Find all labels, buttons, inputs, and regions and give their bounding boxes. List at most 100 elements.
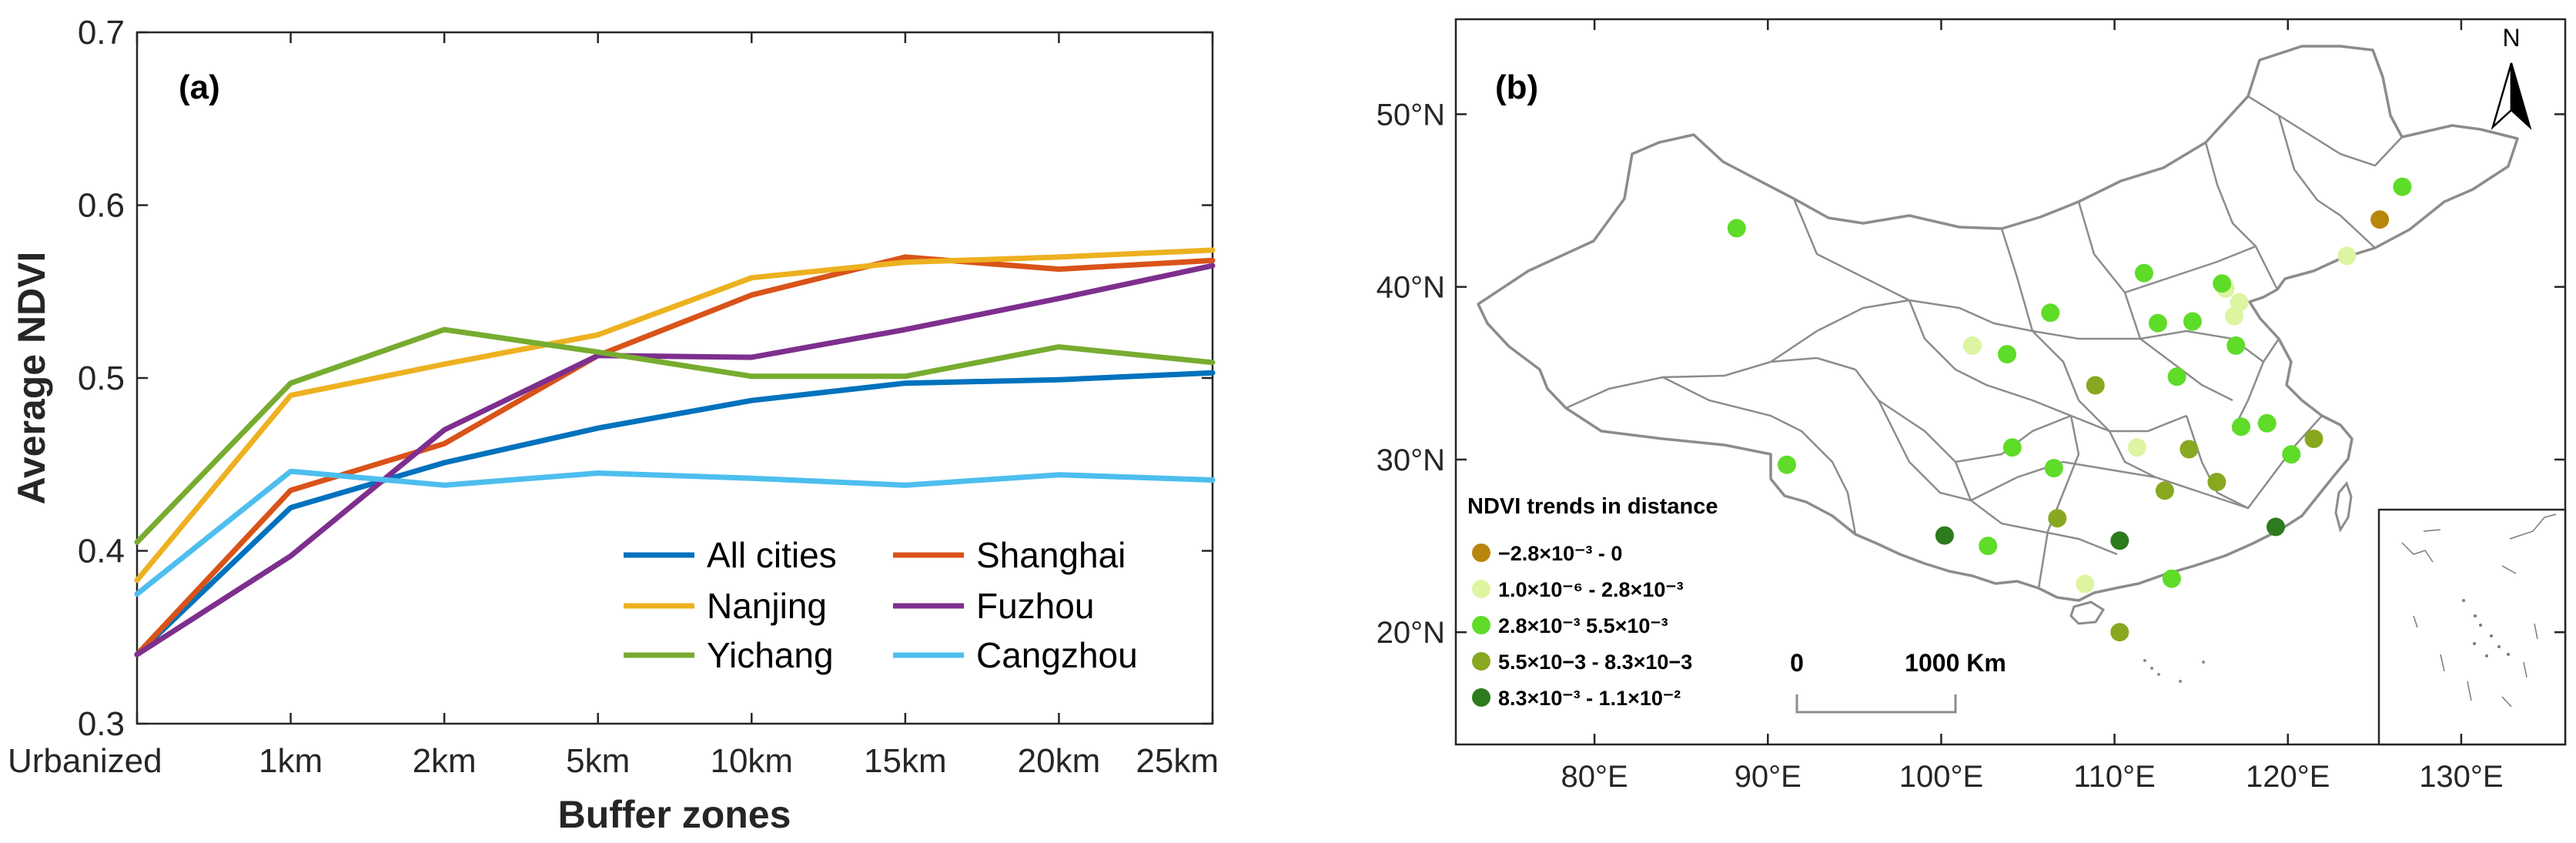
city-point xyxy=(2180,440,2199,459)
city-point xyxy=(2230,293,2249,312)
taiwan-outline xyxy=(2334,481,2353,533)
lon-tick-label: 80°E xyxy=(1561,760,1628,794)
scale-bar-end-label: 1000 Km xyxy=(1905,649,2006,677)
series-line-yichang xyxy=(134,326,1216,545)
legend-label: Shanghai xyxy=(976,535,1126,575)
legend-marker xyxy=(1472,544,1490,562)
city-point xyxy=(2226,336,2246,355)
x-tick-label: 1km xyxy=(259,742,323,780)
lat-tick-label: 40°N xyxy=(1377,271,1445,305)
lat-tick-label: 30°N xyxy=(1377,443,1445,477)
city-point xyxy=(2393,177,2412,196)
legend-label: Fuzhou xyxy=(976,586,1094,626)
panel-b-legend: NDVI trends in distance −2.8×10⁻³ - 0 1.0… xyxy=(1467,494,1718,710)
x-tick-label: 5km xyxy=(566,742,630,780)
lon-tick-label: 120°E xyxy=(2246,760,2330,794)
city-point xyxy=(2304,430,2323,448)
legend-label: 1.0×10⁻⁶ - 2.8×10⁻³ xyxy=(1498,578,1684,601)
y-tick-label: 0.6 xyxy=(78,187,125,225)
x-tick-label: 10km xyxy=(710,742,793,780)
north-arrow: N xyxy=(2491,24,2532,130)
city-point xyxy=(2076,574,2095,594)
scale-bar: 0 1000 Km xyxy=(1790,649,2006,714)
city-point xyxy=(2337,246,2357,266)
city-point xyxy=(2167,367,2186,386)
coastal-islands xyxy=(2143,659,2205,683)
city-point xyxy=(2086,376,2105,395)
panel-a-legend: All cities Shanghai Nanjing Fuzhou Yichang Ca… xyxy=(624,535,1138,675)
city-point xyxy=(2370,210,2390,229)
city-point xyxy=(1963,336,1982,355)
panel-b-map: 80°E 90°E 100°E 110°E 120°E 130°E 20°N 30°N 40°N… xyxy=(1377,18,2567,794)
series-line-fuzhou xyxy=(134,263,1216,657)
city-point xyxy=(1979,537,1998,556)
x-tick-label: 15km xyxy=(864,742,947,780)
series-line-shanghai xyxy=(134,254,1216,657)
panel-b-axes: 80°E 90°E 100°E 110°E 120°E 130°E 20°N 30°N 40°N… xyxy=(1377,19,2565,794)
city-point xyxy=(2134,263,2153,283)
panel-a-y-axis: 0.3 0.4 0.5 0.6 0.7 xyxy=(78,14,1213,743)
panel-a-ylabel: Average NDVI xyxy=(10,252,53,505)
legend-label: −2.8×10⁻³ - 0 xyxy=(1498,542,1622,565)
lon-tick-label: 110°E xyxy=(2073,760,2155,794)
y-tick-label: 0.3 xyxy=(78,705,125,743)
panel-b-legend-title: NDVI trends in distance xyxy=(1467,494,1718,519)
city-point xyxy=(2183,312,2202,331)
series-line-cangzhou xyxy=(134,468,1216,597)
panel-a-line-chart: 0.3 0.4 0.5 0.6 0.7 Urbanized 1km 2km 5km 10km 15… xyxy=(8,14,1219,836)
lat-tick-label: 20°N xyxy=(1377,616,1445,650)
city-point xyxy=(2267,517,2285,537)
legend-label: 5.5×10−3 - 8.3×10−3 xyxy=(1498,651,1692,674)
city-point xyxy=(2207,473,2226,492)
legend-marker xyxy=(1472,616,1490,634)
lon-tick-label: 90°E xyxy=(1735,760,1802,794)
lon-tick-label: 130°E xyxy=(2419,760,2503,794)
y-tick-label: 0.4 xyxy=(78,533,125,570)
city-point xyxy=(2048,509,2067,528)
city-point xyxy=(2041,303,2060,323)
lon-tick-label: 100°E xyxy=(1899,760,1983,794)
legend-label: All cities xyxy=(707,535,837,575)
panel-a-xlabel: Buffer zones xyxy=(558,793,791,836)
x-tick-label: 25km xyxy=(1136,742,1219,780)
series-line-nanjing xyxy=(134,247,1216,584)
panel-b-label: (b) xyxy=(1495,69,1538,106)
series-line-all-cities xyxy=(134,370,1216,657)
city-point xyxy=(2155,481,2174,500)
city-point xyxy=(2110,531,2129,550)
panel-a-series-lines xyxy=(134,247,1216,657)
city-point xyxy=(1998,345,2016,364)
legend-marker xyxy=(1472,652,1490,671)
city-point xyxy=(2127,438,2146,457)
north-arrow-label: N xyxy=(2502,24,2520,52)
panel-a-x-axis: Urbanized 1km 2km 5km 10km 15km 20km 25km xyxy=(8,32,1219,780)
city-point xyxy=(2225,306,2243,326)
y-tick-label: 0.5 xyxy=(78,360,125,397)
city-point xyxy=(2282,445,2301,464)
city-point xyxy=(2002,438,2022,457)
legend-label: 8.3×10⁻³ - 1.1×10⁻² xyxy=(1498,687,1681,710)
city-point xyxy=(1778,455,1796,474)
legend-label: 2.8×10⁻³ 5.5×10⁻³ xyxy=(1498,614,1668,637)
city-point xyxy=(1727,219,1746,238)
x-tick-label: 2km xyxy=(413,742,477,780)
city-point xyxy=(2162,569,2181,588)
legend-label: Yichang xyxy=(707,635,834,675)
city-point xyxy=(2044,459,2063,478)
y-tick-label: 0.7 xyxy=(78,14,125,52)
panel-a-label: (a) xyxy=(179,69,220,106)
south-china-sea-inset xyxy=(2377,508,2567,746)
lat-tick-label: 50°N xyxy=(1377,98,1445,132)
x-tick-label: 20km xyxy=(1018,742,1101,780)
scale-bar-line xyxy=(1795,694,1957,714)
city-point xyxy=(2110,623,2129,642)
legend-label: Cangzhou xyxy=(976,635,1138,675)
legend-marker xyxy=(1472,688,1490,707)
city-point xyxy=(1935,526,1954,545)
scale-bar-start-label: 0 xyxy=(1790,649,1804,677)
legend-marker xyxy=(1472,580,1490,598)
panel-b-city-points xyxy=(1727,177,2412,642)
city-point xyxy=(2213,274,2232,293)
city-point xyxy=(2148,313,2167,333)
